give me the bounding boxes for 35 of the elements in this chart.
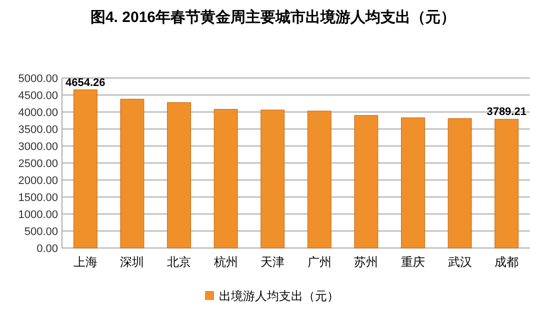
y-tick-label: 4500.00	[18, 90, 58, 102]
y-tick-label: 3000.00	[18, 141, 58, 153]
x-tick-label: 天津	[260, 255, 285, 269]
y-tick-label: 0.00	[36, 243, 58, 255]
bar	[354, 115, 378, 248]
y-tick-label: 4000.00	[18, 107, 58, 119]
x-tick-label: 杭州	[212, 255, 238, 269]
data-label: 4654.26	[66, 76, 106, 89]
bar	[494, 118, 519, 248]
bar	[120, 98, 144, 248]
bar	[73, 90, 98, 248]
legend-label: 出境游人均支出（元）	[219, 289, 339, 303]
x-tick-label: 武汉	[448, 255, 472, 269]
bar	[401, 118, 425, 248]
y-tick-label: 1500.00	[18, 192, 58, 204]
bar	[307, 110, 332, 248]
x-tick-label: 重庆	[401, 255, 425, 269]
x-tick-label: 苏州	[354, 255, 378, 269]
x-tick-label: 广州	[307, 255, 332, 269]
bar	[448, 118, 472, 248]
x-tick-label: 北京	[167, 255, 191, 269]
y-tick-label: 3500.00	[18, 124, 58, 136]
y-tick-label: 500.00	[24, 226, 58, 238]
x-tick-label: 上海	[73, 255, 98, 269]
bar	[260, 110, 285, 248]
data-label: 3789.21	[486, 106, 526, 118]
chart-title: 图4. 2016年春节黄金周主要城市出境游人均支出（元）	[90, 8, 456, 26]
x-tick-label: 深圳	[120, 255, 144, 269]
y-tick-label: 2000.00	[18, 175, 58, 187]
bar	[167, 102, 191, 248]
y-tick-label: 2500.00	[18, 158, 58, 170]
y-tick-label: 5000.00	[18, 73, 58, 85]
y-tick-label: 1000.00	[18, 209, 58, 221]
x-tick-label: 成都	[494, 255, 519, 269]
bar	[214, 109, 238, 248]
